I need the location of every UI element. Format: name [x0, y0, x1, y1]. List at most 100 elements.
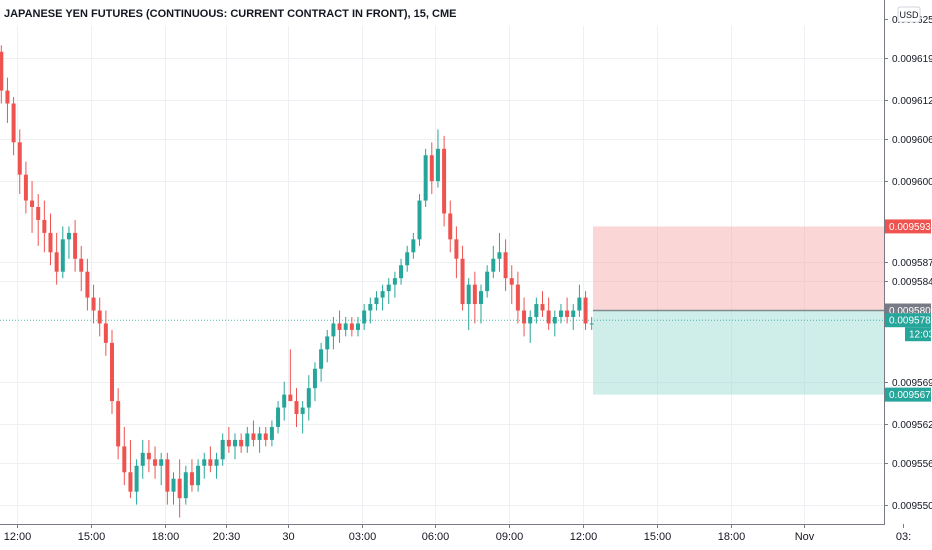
time-tick-label: 18:00	[718, 531, 746, 543]
candle-body	[485, 271, 490, 292]
price-tick-label: 0.0095625	[892, 420, 932, 431]
candle-body	[368, 304, 373, 311]
candle-body	[466, 284, 471, 305]
stop-price-badge: 0.0095930	[889, 222, 932, 233]
candle-body	[583, 297, 588, 324]
candle-body	[220, 439, 225, 460]
position-zones[interactable]	[593, 226, 884, 395]
candle-body	[429, 155, 434, 182]
price-tick-label: 0.0095845	[892, 277, 932, 288]
candle-body	[0, 51, 4, 91]
time-tick-label: 30	[282, 531, 294, 543]
price-axis-background	[884, 0, 932, 550]
countdown-badge: 12:03	[909, 330, 932, 341]
candle-body	[11, 103, 16, 143]
candle-body	[233, 439, 237, 447]
time-tick-label: 18:00	[152, 531, 180, 543]
candle-body	[411, 239, 416, 253]
candle-body	[282, 394, 287, 408]
candle-body	[423, 155, 428, 201]
candle-body	[122, 446, 127, 473]
candle-body	[380, 291, 385, 298]
candle-body	[356, 323, 360, 330]
candle-body	[374, 297, 379, 305]
candle-body	[17, 142, 22, 175]
candle-body	[503, 252, 508, 279]
chart-title: JAPANESE YEN FUTURES (CONTINUOUS: CURREN…	[4, 8, 456, 20]
time-tick-label: 03:	[896, 531, 911, 543]
candle-body	[196, 465, 201, 486]
candle-body	[239, 439, 244, 447]
candles-layer	[0, 45, 594, 518]
candle-body	[73, 232, 78, 259]
price-tick-label: 0.0096065	[892, 135, 932, 146]
candle-body	[454, 239, 459, 259]
candle-body	[66, 232, 71, 240]
candle-body	[337, 323, 342, 330]
candle-body	[79, 258, 84, 272]
candle-body	[491, 258, 496, 272]
title-bar	[0, 0, 884, 26]
candle-body	[362, 310, 367, 324]
candle-body	[85, 271, 90, 298]
stop-loss-zone[interactable]	[593, 226, 884, 311]
candle-body	[97, 310, 102, 324]
candle-body	[571, 310, 576, 317]
entry-price-badge: 0.0095800	[889, 306, 932, 317]
candle-body	[128, 472, 133, 492]
candle-body	[116, 401, 121, 447]
currency-label[interactable]: USD	[897, 6, 921, 23]
candle-body	[540, 304, 545, 311]
price-tick-label: 0.0095875	[892, 258, 932, 269]
target-price-badge-bg	[885, 387, 931, 402]
candle-body	[448, 213, 453, 240]
candle-body	[460, 258, 465, 305]
candle-body	[528, 316, 533, 324]
price-tick-label: 0.0095565	[892, 459, 932, 470]
candle-body	[42, 219, 47, 233]
candle-body	[91, 297, 96, 311]
candle-body	[479, 291, 483, 305]
candle-body	[435, 148, 440, 182]
candle-body	[251, 433, 256, 440]
candle-body	[214, 459, 219, 466]
time-tick-label: 15:00	[78, 531, 106, 543]
candle-body	[552, 316, 557, 324]
time-axis[interactable]: 12:00 15:00 18:00 20:30 30 03:00 06:00 09:00 12:…	[4, 524, 911, 543]
take-profit-zone[interactable]	[593, 310, 884, 395]
candle-body	[159, 459, 164, 466]
candle-body	[36, 207, 41, 220]
candle-body	[312, 368, 317, 389]
currency-label-text: USD	[899, 10, 919, 20]
target-price-badge: 0.0095670	[889, 390, 932, 401]
time-tick-label: 03:00	[349, 531, 377, 543]
candle-body	[534, 304, 539, 317]
candle-body	[202, 459, 207, 466]
price-tick-label: 0.0095500	[892, 501, 932, 512]
candle-body	[30, 200, 35, 208]
candle-body	[300, 407, 305, 415]
candle-body	[392, 278, 397, 285]
candle-body	[319, 349, 324, 369]
time-tick-label: Nov	[795, 531, 815, 543]
candle-body	[509, 278, 514, 285]
last-price-badge: 0.0095785	[889, 316, 932, 327]
candle-body	[134, 465, 139, 492]
candle-body	[306, 388, 311, 408]
candle-body	[110, 342, 114, 402]
candle-body	[522, 310, 527, 324]
candle-body	[386, 284, 391, 292]
time-tick-label: 12:00	[4, 531, 32, 543]
candle-body	[276, 407, 281, 427]
candle-body	[589, 323, 594, 325]
candle-body	[349, 323, 354, 330]
countdown-badge-bg	[905, 327, 931, 342]
candle-body	[5, 90, 10, 104]
candle-body	[405, 252, 410, 266]
candle-body	[48, 232, 53, 253]
candle-body	[442, 148, 447, 214]
candle-body	[60, 239, 65, 272]
candle-body	[146, 452, 151, 460]
